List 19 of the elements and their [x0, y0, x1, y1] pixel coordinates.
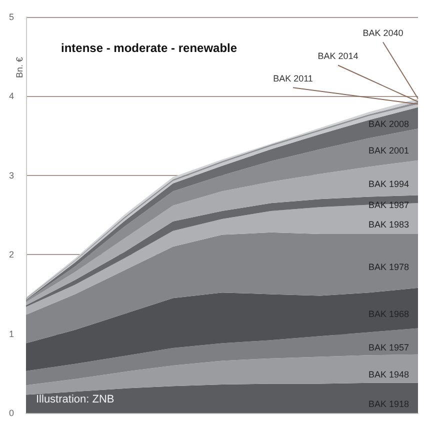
text: BAK 2011	[273, 74, 313, 84]
series-label: BAK 1957	[368, 342, 409, 352]
y-tick-label: 1	[8, 328, 14, 339]
y-tick-label: 3	[8, 170, 14, 180]
y-tick-label: 4	[8, 91, 14, 102]
y-axis-title: Bn. €	[14, 57, 24, 78]
series-label: BAK 2001	[368, 146, 409, 156]
y-tick-label: 2	[8, 250, 14, 260]
y-tick-label: 5	[8, 12, 14, 22]
text: intense - moderate - renewable	[61, 41, 238, 55]
series-label: BAK 1978	[368, 262, 409, 272]
text: BAK 2040	[362, 28, 404, 38]
series-label: BAK 1983	[368, 220, 409, 230]
series-label: BAK 1948	[368, 370, 409, 380]
text: BAK 2014	[318, 51, 358, 62]
y-tick-label: 0	[8, 408, 14, 418]
series-label: BAK 1994	[368, 178, 409, 189]
series-label: BAK 2008	[368, 118, 409, 129]
series-label: BAK 1987	[368, 200, 409, 210]
